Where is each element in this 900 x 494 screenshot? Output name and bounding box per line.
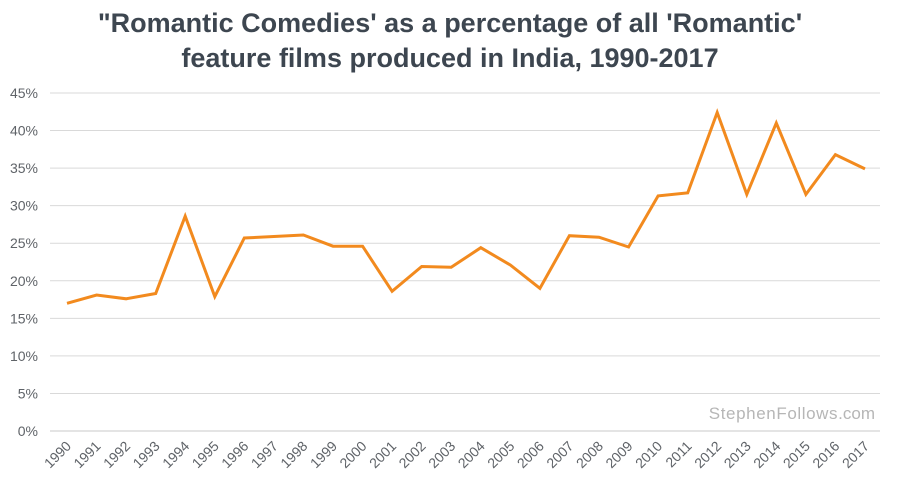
x-tick-label: 1990: [41, 438, 74, 471]
y-tick-label: 20%: [10, 273, 38, 289]
x-tick-label: 2000: [336, 438, 369, 471]
y-tick-label: 5%: [18, 385, 38, 401]
y-tick-label: 0%: [18, 423, 38, 439]
x-tick-label: 2001: [366, 438, 399, 471]
x-tick-label: 2009: [602, 438, 635, 471]
x-tick-label: 2014: [750, 438, 783, 471]
y-tick-label: 40%: [10, 123, 38, 139]
chart-title-line-2: feature films produced in India, 1990-20…: [181, 43, 719, 73]
x-tick-label: 2016: [809, 438, 842, 471]
x-tick-label: 1999: [307, 438, 340, 471]
x-tick-label: 1995: [189, 438, 222, 471]
x-tick-label: 2015: [780, 438, 813, 471]
x-tick-label: 1994: [159, 438, 192, 471]
chart-title: "Romantic Comedies' as a percentage of a…: [0, 6, 900, 76]
y-tick-label: 35%: [10, 160, 38, 176]
watermark-name: StephenFollows: [709, 404, 838, 423]
y-axis-ticks: 0% 5% 10% 15% 20% 25% 30% 35% 40% 45%: [10, 85, 38, 439]
x-tick-label: 1991: [70, 438, 103, 471]
x-axis-ticks: 1990199119921993199419951996199719981999…: [41, 438, 872, 471]
x-tick-label: 1992: [100, 438, 133, 471]
y-tick-label: 25%: [10, 235, 38, 251]
x-tick-label: 2004: [455, 438, 488, 471]
x-tick-label: 2003: [425, 438, 458, 471]
watermark: StephenFollows.com: [709, 404, 875, 423]
x-tick-label: 2006: [514, 438, 547, 471]
x-tick-label: 2017: [839, 438, 872, 471]
x-tick-label: 1998: [277, 438, 310, 471]
x-tick-label: 2010: [632, 438, 665, 471]
x-tick-label: 1993: [129, 438, 162, 471]
gridlines: [50, 92, 880, 432]
y-tick-label: 30%: [10, 198, 38, 214]
chart-title-line-1: "Romantic Comedies' as a percentage of a…: [97, 8, 803, 38]
x-tick-label: 2012: [691, 438, 724, 471]
x-tick-label: 2002: [395, 438, 428, 471]
x-tick-label: 2008: [573, 438, 606, 471]
x-tick-label: 2005: [484, 438, 517, 471]
y-tick-label: 15%: [10, 310, 38, 326]
y-tick-label: 45%: [10, 85, 38, 101]
x-tick-label: 1996: [218, 438, 251, 471]
y-tick-label: 10%: [10, 348, 38, 364]
x-tick-label: 2013: [721, 438, 754, 471]
x-tick-label: 2011: [662, 438, 695, 471]
series-line: [66, 108, 866, 305]
x-tick-label: 2007: [543, 438, 576, 471]
x-tick-label: 1997: [248, 438, 281, 471]
watermark-suffix: .com: [838, 404, 875, 423]
series-layer: [66, 108, 866, 305]
